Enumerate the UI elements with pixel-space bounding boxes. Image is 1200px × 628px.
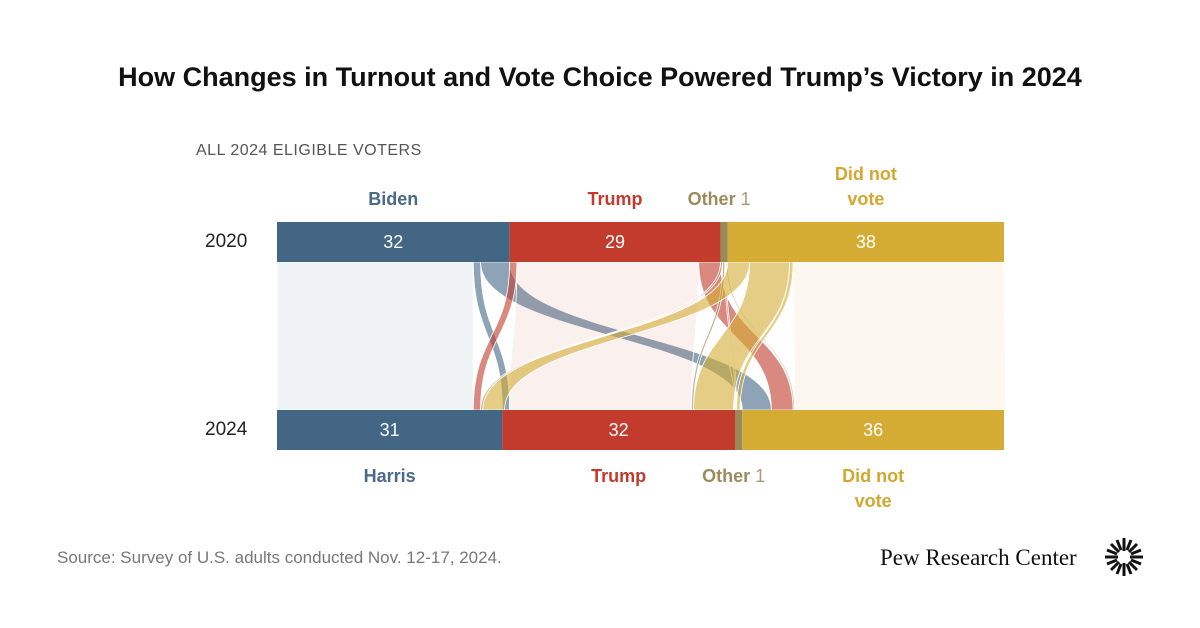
category-name: Other — [702, 466, 751, 486]
value-label: 1 — [740, 189, 751, 209]
value-label: 1 — [755, 466, 766, 486]
category-name: Trump — [591, 466, 647, 486]
bar-segment — [742, 410, 1004, 450]
value-label: 29 — [605, 232, 625, 252]
bar-segment — [509, 222, 721, 262]
bar-segment — [277, 222, 510, 262]
flows — [276, 261, 1006, 411]
value-label: 38 — [856, 232, 876, 252]
category-name: Trump — [587, 189, 643, 209]
category-name: Did not vote — [842, 466, 905, 511]
source-note: Source: Survey of U.S. adults conducted … — [57, 548, 502, 567]
value-label: 36 — [863, 420, 883, 440]
category-label: Other 1 — [664, 187, 774, 212]
subtitle: ALL 2024 ELIGIBLE VOTERS — [196, 142, 422, 159]
category-label: Harris — [330, 464, 450, 489]
stage-label: 2020 — [205, 231, 248, 252]
bar-segment — [502, 410, 736, 450]
category-name: Harris — [363, 466, 416, 486]
stage-label: 2024 — [205, 419, 248, 440]
bar-segment — [735, 410, 743, 450]
flow — [276, 261, 474, 411]
category-label: Trump — [555, 187, 675, 212]
bar-segment — [720, 222, 728, 262]
bar-segment — [277, 410, 503, 450]
value-label: 31 — [380, 420, 400, 440]
category-label: Did not vote — [826, 162, 906, 212]
category-label: Did not vote — [833, 464, 913, 514]
category-label: Biden — [333, 187, 453, 212]
category-name: Did not vote — [834, 164, 897, 209]
logo-icon — [1105, 538, 1143, 576]
category-label: Trump — [559, 464, 679, 489]
category-label: Other 1 — [679, 464, 789, 489]
bar-segment — [727, 222, 1004, 262]
category-name: Other — [687, 189, 736, 209]
value-label: 32 — [383, 232, 403, 252]
value-label: 32 — [609, 420, 629, 440]
chart-title: How Changes in Turnout and Vote Choice P… — [118, 62, 1082, 92]
category-name: Biden — [368, 189, 419, 209]
bars: 32 29 38 31 32 36 — [277, 222, 1004, 450]
logo: Pew Research Center — [880, 545, 1077, 570]
flow — [792, 261, 1006, 411]
